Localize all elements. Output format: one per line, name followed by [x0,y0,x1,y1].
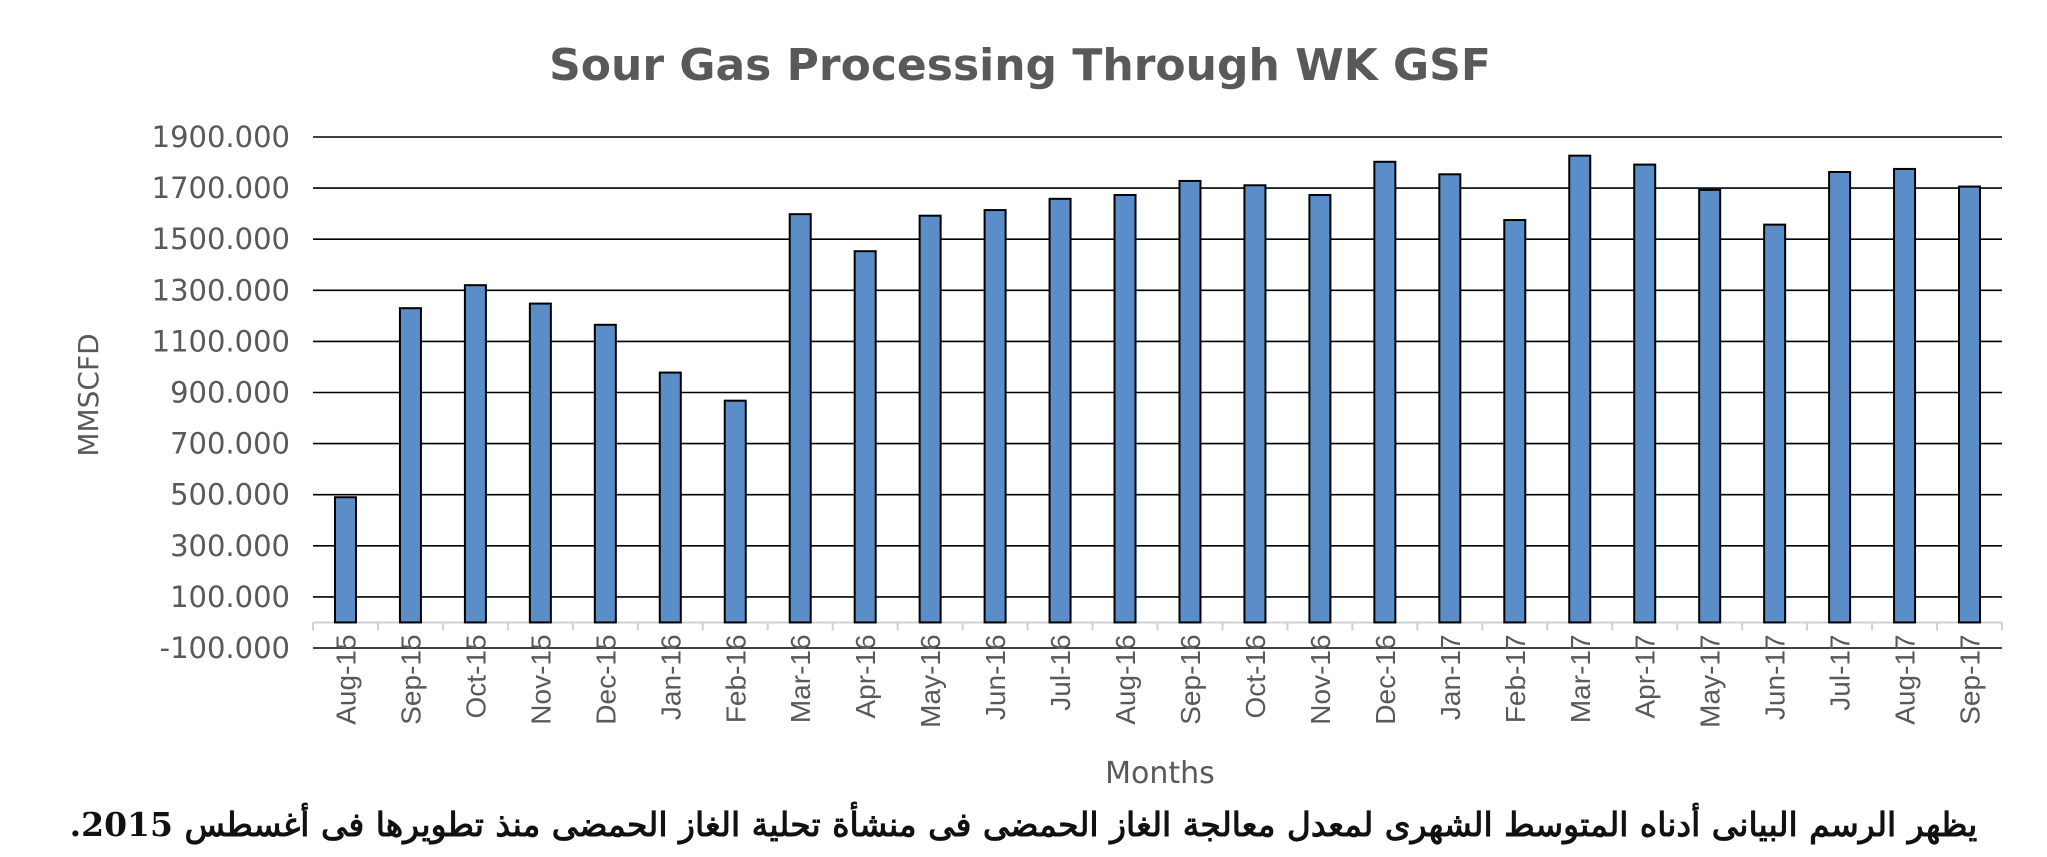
x-tick-label: Mar-17 [1565,634,1596,723]
x-tick-label: Jan-16 [655,634,686,720]
x-tick-label: Nov-15 [525,634,556,724]
x-tick-label: Feb-16 [720,634,751,723]
x-tick-label: Oct-15 [460,634,491,718]
x-tick-label: Dec-16 [1370,634,1401,724]
x-tick-label: Apr-17 [1630,634,1661,718]
y-tick-label: 100.000 [170,580,290,614]
bar-Apr-16 [853,250,877,624]
bar-Jul-17 [1828,171,1852,624]
bar-Sep-17 [1958,185,1982,624]
bar-Jan-17 [1438,173,1462,624]
x-tick-label: Aug-17 [1890,634,1921,724]
y-axis-tick-labels: -100.000 100.000 300.000 500.000 700.000 900.… [152,120,290,665]
bar-Aug-15 [333,496,357,624]
x-tick-label: Sep-16 [1175,634,1206,724]
bar-Mar-16 [788,213,812,624]
y-tick-label: 1100.000 [152,324,290,358]
x-tick-label: Dec-15 [590,634,621,724]
bar-Aug-16 [1113,193,1137,624]
x-axis-tick-labels: Aug-15 Sep-15 Oct-15 Nov-15 Dec-15 Jan-16 Feb-… [330,634,1985,727]
bar-Jul-16 [1048,197,1072,624]
x-tick-label: Oct-16 [1240,634,1271,718]
bar-Apr-17 [1633,163,1657,624]
bar-May-16 [918,214,942,624]
x-tick-label: May-17 [1695,634,1726,727]
x-axis-label: Months [1105,756,1215,791]
bar-Dec-16 [1373,160,1397,624]
bar-Nov-15 [528,302,552,624]
x-tick-label: Jan-17 [1435,634,1466,720]
x-tick-label: Aug-15 [330,634,361,724]
x-tick-label: Jun-17 [1760,634,1791,720]
chart-title: Sour Gas Processing Through WK GSF [549,40,1491,91]
y-tick-label: 1900.000 [152,120,290,154]
y-axis-label: MMSCFD [72,333,105,456]
bar-Sep-15 [398,307,422,624]
x-tick-label: May-16 [915,634,946,727]
x-tick-label: Feb-17 [1500,634,1531,723]
bar-Dec-15 [593,323,617,624]
bar-Jun-16 [983,209,1007,624]
y-tick-label: 500.000 [170,478,290,512]
bars [333,154,1982,624]
bar-Nov-16 [1308,193,1332,624]
x-tick-label: Jul-17 [1825,634,1856,710]
bar-Mar-17 [1568,154,1592,624]
y-tick-label: 900.000 [170,376,290,410]
x-tick-label: Sep-15 [395,634,426,724]
bar-May-17 [1698,188,1722,624]
x-tick-label: Jun-16 [980,634,1011,720]
bar-Sep-16 [1178,179,1202,624]
x-tick-label: Aug-16 [1110,634,1141,724]
y-tick-label: 1700.000 [152,171,290,205]
bar-chart: Sour Gas Processing Through WK GSF -100.… [72,40,2003,791]
x-tick-label: Nov-16 [1305,634,1336,724]
bar-Jun-17 [1763,223,1787,624]
bar-Feb-16 [723,399,747,624]
bar-Aug-17 [1893,167,1917,624]
arabic-caption: يظهر الرسم البيانى أدناه المتوسط الشهرى … [69,805,1978,844]
x-tick-label: Apr-16 [850,634,881,718]
y-tick-label: 300.000 [170,529,290,563]
x-tick-label: Jul-16 [1045,634,1076,710]
gridlines [312,136,2003,649]
bar-Oct-15 [463,284,487,624]
y-tick-label: 700.000 [170,427,290,461]
x-tick-label: Mar-16 [785,634,816,723]
bar-Oct-16 [1243,184,1267,624]
bar-Jan-16 [658,371,682,624]
y-tick-label: 1300.000 [152,273,290,307]
y-tick-label: 1500.000 [152,222,290,256]
x-tick-label: Sep-17 [1955,634,1986,724]
bar-Feb-17 [1503,219,1527,624]
y-tick-label: -100.000 [160,631,290,665]
